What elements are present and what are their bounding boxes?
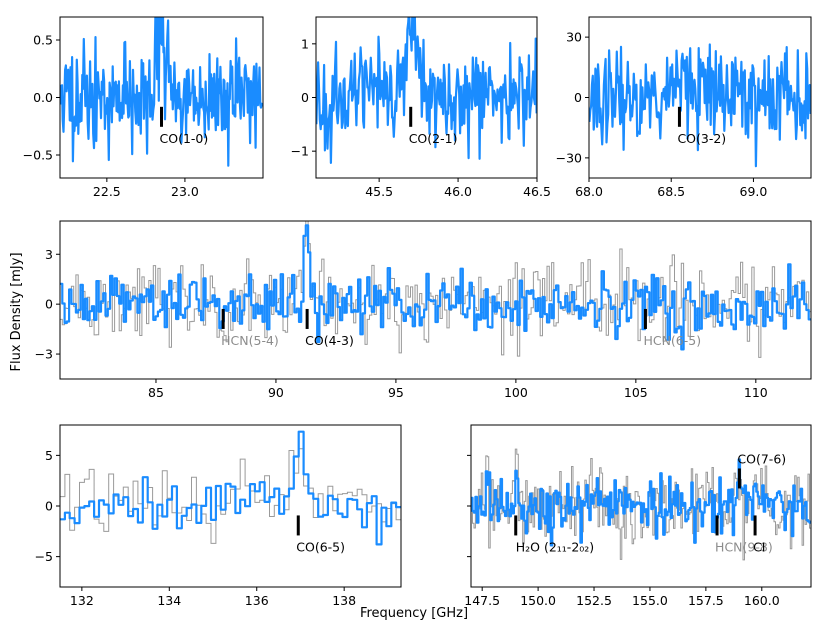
panel-data xyxy=(60,17,263,167)
panel-data xyxy=(471,448,811,561)
line-label: HCN(5-4) xyxy=(221,333,279,348)
panel-data xyxy=(60,221,811,358)
y-tick-label: 1 xyxy=(301,36,309,51)
y-tick-label: 0 xyxy=(574,90,582,105)
y-tick-label: 0 xyxy=(45,297,53,312)
x-tick-label: 105 xyxy=(624,385,648,400)
line-label: HCN(6-5) xyxy=(643,333,701,348)
panels: 22.5 23.0 −0.5 0.0 0.5 CO(1-0) 45.5 46.0 46.5 −1 0… xyxy=(23,16,812,608)
y-tick-label: 0.5 xyxy=(33,33,53,48)
x-tick-label: 157.5 xyxy=(688,593,724,608)
x-tick-label: 152.5 xyxy=(576,593,612,608)
panel-data xyxy=(589,43,811,168)
y-tick-label: 5 xyxy=(45,448,53,463)
x-tick-label: 68.0 xyxy=(575,184,603,199)
x-tick-label: 132 xyxy=(70,593,94,608)
y-tick-label: 30 xyxy=(566,30,582,45)
x-tick-label: 134 xyxy=(157,593,181,608)
x-tick-label: 69.0 xyxy=(740,184,768,199)
panel-6: 147.5 150.0 152.5 155.0 157.5 160.0 H₂O (2₁₁-2… xyxy=(464,424,812,608)
x-tick-label: 155.0 xyxy=(632,593,668,608)
axes-frame xyxy=(59,220,812,380)
x-tick-label: 95 xyxy=(388,385,404,400)
line-label: CO(2-1) xyxy=(409,131,458,146)
y-tick-label: −5 xyxy=(35,549,53,564)
spectrum-line xyxy=(60,224,811,351)
x-tick-label: 46.5 xyxy=(523,184,551,199)
panel-4: 85 90 95 100 105 110 −3 0 3 HCN(5-4) CO(4-3) HCN(6-… xyxy=(35,220,812,400)
x-tick-label: 45.5 xyxy=(365,184,393,199)
panel-3: 68.0 68.5 69.0 −30 0 30 CO(3-2) xyxy=(556,16,812,199)
panel-data xyxy=(60,430,401,546)
line-label: CO(6-5) xyxy=(296,539,345,554)
x-tick-label: 22.5 xyxy=(93,184,121,199)
y-tick-label: 3 xyxy=(45,247,53,262)
x-tick-label: 136 xyxy=(245,593,269,608)
x-tick-label: 100 xyxy=(504,385,528,400)
spectrum-line xyxy=(589,43,811,168)
y-tick-label: −1 xyxy=(291,144,309,159)
y-tick-label: −30 xyxy=(556,150,582,165)
spectrum-line xyxy=(60,17,263,167)
x-tick-label: 23.0 xyxy=(171,184,199,199)
line-label: H₂O (2₁₁-2₀₂) xyxy=(516,539,594,554)
x-tick-label: 46.0 xyxy=(444,184,472,199)
line-label: CO(3-2) xyxy=(677,131,726,146)
y-tick-label: −0.5 xyxy=(23,148,53,163)
panel-1: 22.5 23.0 −0.5 0.0 0.5 CO(1-0) xyxy=(23,16,264,199)
spectrum-line xyxy=(316,17,537,164)
y-tick-label: 0 xyxy=(45,499,53,514)
y-tick-label: 0.0 xyxy=(33,90,53,105)
line-label: HCN(9-8) xyxy=(715,539,773,554)
spectrum-line xyxy=(471,458,811,547)
panel-data xyxy=(316,17,537,164)
x-tick-label: 90 xyxy=(268,385,284,400)
x-tick-label: 138 xyxy=(332,593,356,608)
y-axis-label: Flux Density [mJy] xyxy=(9,252,24,371)
x-tick-label: 147.5 xyxy=(464,593,500,608)
x-tick-label: 85 xyxy=(148,385,164,400)
x-tick-label: 68.5 xyxy=(657,184,685,199)
x-tick-label: 150.0 xyxy=(520,593,556,608)
x-tick-label: 160.0 xyxy=(744,593,780,608)
panel-2: 45.5 46.0 46.5 −1 0 1 CO(2-1) xyxy=(291,16,551,199)
line-label: CI xyxy=(753,539,765,554)
y-tick-label: −3 xyxy=(35,347,53,362)
y-tick-label: 0 xyxy=(301,90,309,105)
line-label: CO(1-0) xyxy=(160,131,209,146)
spectrum-line xyxy=(60,430,401,546)
line-label: CO(7-6) xyxy=(737,451,786,466)
x-axis-label: Frequency [GHz] xyxy=(360,606,468,621)
panel-5: 132 134 136 138 −5 0 5 CO(6-5) xyxy=(35,424,402,608)
x-tick-label: 110 xyxy=(744,385,768,400)
line-label: CO(4-3) xyxy=(305,333,354,348)
